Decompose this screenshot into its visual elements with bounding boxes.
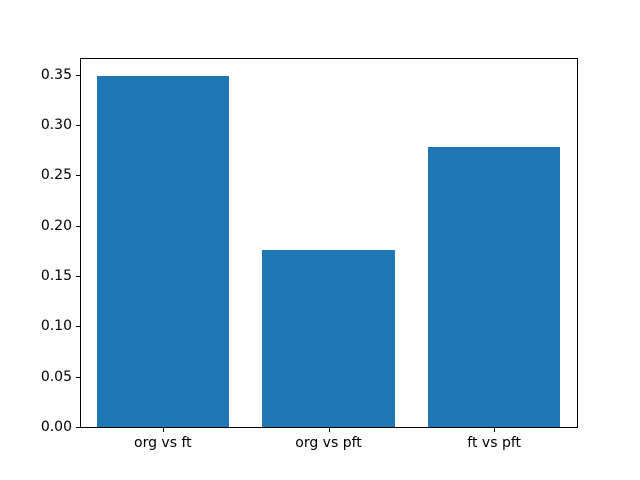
x-tick-label: org vs pft xyxy=(295,435,362,451)
y-tick-mark xyxy=(76,124,80,126)
y-tick-mark xyxy=(76,74,80,76)
y-tick-mark xyxy=(76,275,80,277)
x-tick-mark xyxy=(494,428,496,432)
y-tick-label: 0.15 xyxy=(40,267,72,284)
bar-org-vs-pft xyxy=(262,249,395,427)
bar-org-vs-ft xyxy=(96,75,230,427)
y-tick-label: 0.05 xyxy=(40,368,72,385)
y-tick-mark xyxy=(76,175,80,177)
y-tick-label: 0.25 xyxy=(40,167,72,184)
x-tick-mark xyxy=(162,428,164,432)
bar-ft-vs-pft xyxy=(427,147,561,427)
y-tick-mark xyxy=(76,427,80,428)
y-tick-label: 0.10 xyxy=(40,318,72,335)
y-tick-label: 0.00 xyxy=(40,419,72,435)
y-tick-mark xyxy=(76,326,80,328)
y-tick-mark xyxy=(76,225,80,227)
y-tick-mark xyxy=(76,376,80,378)
x-tick-label: org vs ft xyxy=(134,435,192,451)
x-tick-label: ft vs pft xyxy=(467,435,522,451)
y-tick-label: 0.20 xyxy=(40,217,72,234)
y-tick-label: 0.30 xyxy=(40,116,72,133)
x-tick-mark xyxy=(328,428,330,432)
y-tick-label: 0.35 xyxy=(40,66,72,83)
